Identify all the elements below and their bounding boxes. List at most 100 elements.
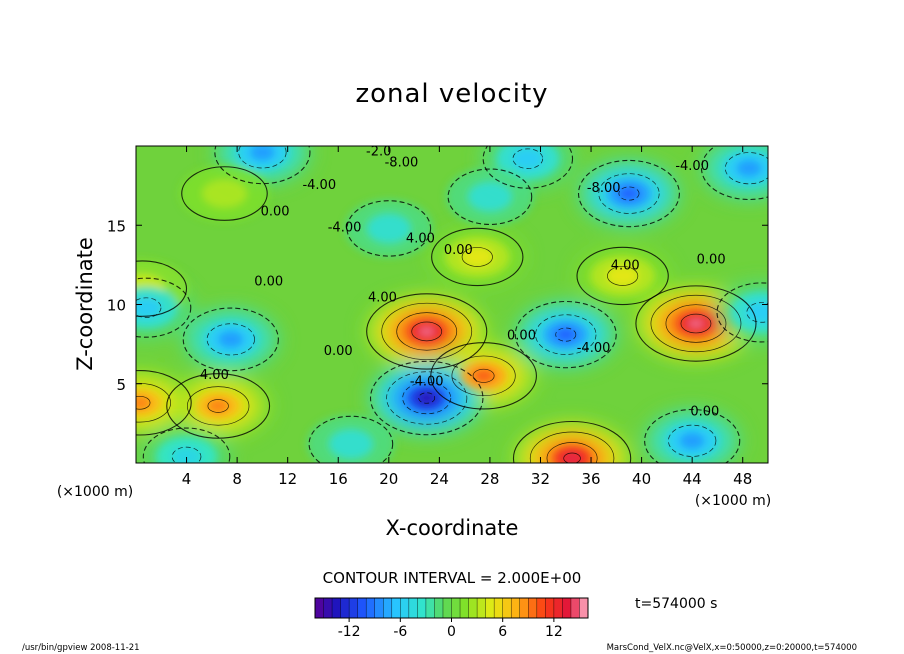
x-tick-label: 48 <box>733 470 752 488</box>
contour-line <box>396 312 458 351</box>
contour-line <box>418 392 436 404</box>
contour-line <box>136 277 192 338</box>
colorbar-segment <box>485 598 495 618</box>
contour-label: 0.00 <box>697 252 726 267</box>
contour-label: -4.00 <box>302 178 336 193</box>
footer-right: MarsCond_VelX.nc@VelX,x=0:50000,z=0:2000… <box>607 643 857 653</box>
contour-line <box>136 395 151 410</box>
contour-line <box>308 415 394 463</box>
contour-line <box>665 304 727 343</box>
colorbar-segment <box>391 598 401 618</box>
x-axis-unit: (×1000 m) <box>695 493 771 509</box>
x-tick-label: 40 <box>632 470 651 488</box>
field-blob <box>679 432 705 450</box>
contour-line <box>716 282 768 343</box>
contour-label: 0.00 <box>254 274 283 289</box>
contour-line <box>207 399 229 413</box>
colorbar-segment <box>315 598 324 618</box>
colorbar-segment <box>562 598 572 618</box>
x-tick-label: 32 <box>531 470 550 488</box>
x-tick-label: 24 <box>430 470 449 488</box>
contour-line <box>635 285 757 362</box>
contour-line <box>451 355 516 397</box>
contour-line <box>598 173 660 214</box>
contour-line <box>529 431 615 463</box>
x-axis-label: X-coordinate <box>386 516 519 540</box>
field-blob <box>218 331 244 348</box>
contour-line <box>411 321 443 342</box>
contour-line <box>182 307 279 372</box>
contour-line <box>430 342 537 410</box>
colorbar-segment <box>553 598 563 618</box>
contour-line <box>238 146 287 169</box>
contour-line <box>512 420 632 463</box>
contour-line <box>171 446 202 463</box>
contour-line <box>668 424 717 457</box>
y-tick-label: 5 <box>116 376 126 394</box>
contour-labels: -2.0-8.00-4.00 -8.00-4.000.00-4.004.000.0… <box>200 145 726 419</box>
contour-label: 0.00 <box>261 205 290 220</box>
contour-line <box>206 323 255 356</box>
contour-label: -2.0 <box>366 145 391 160</box>
colorbar-segment <box>511 598 521 618</box>
contour-label: -4.00 <box>675 159 709 174</box>
x-tick-label: 8 <box>232 470 242 488</box>
colorbar-tick-label: -6 <box>393 624 407 640</box>
contour-line <box>386 371 468 425</box>
contour-line <box>136 297 162 318</box>
field-blob <box>418 392 436 404</box>
velocity-cores <box>136 146 768 463</box>
contour-line <box>607 266 639 286</box>
colorbar-segment <box>468 598 478 618</box>
contour-line <box>369 360 484 436</box>
contour-line <box>618 186 640 201</box>
contour-line <box>512 148 544 169</box>
field-blob <box>207 399 229 413</box>
contour-line <box>746 302 768 323</box>
contour-label: -4.00 <box>410 374 444 389</box>
contour-line <box>576 246 669 306</box>
colorbar-segment <box>545 598 555 618</box>
colorbar-segment <box>340 598 350 618</box>
field-blob <box>606 265 639 287</box>
contour-line <box>650 294 742 353</box>
colorbar-segment <box>477 598 487 618</box>
field-blob <box>746 302 768 323</box>
field-blob <box>461 246 494 267</box>
x-tick-label: 4 <box>182 470 192 488</box>
field-blob <box>688 318 704 329</box>
contour-line <box>381 302 473 361</box>
colorbar-segment <box>536 598 546 618</box>
colorbar-segment <box>460 598 469 618</box>
colorbar-segment <box>408 598 418 618</box>
contour-line <box>186 386 250 426</box>
field-blob <box>467 182 512 212</box>
field-blob <box>512 148 544 170</box>
colorbar-tick-label: 6 <box>498 624 507 640</box>
colorbar-tick-label: -12 <box>338 624 361 640</box>
contour-label: 0.00 <box>444 243 473 258</box>
y-axis-ticks: 5 10 15 <box>107 217 768 394</box>
colorbar-segment <box>383 598 393 618</box>
contour-line <box>136 370 192 436</box>
colorbar-segment <box>349 598 359 618</box>
colorbar-segment <box>332 598 341 618</box>
colorbar-segment <box>374 598 384 618</box>
contour-line <box>346 200 432 257</box>
field-blob <box>136 297 162 319</box>
colorbar-segment <box>357 598 367 618</box>
field-blob <box>171 446 202 463</box>
colorbar-segment <box>425 598 435 618</box>
chart-title: zonal velocity <box>355 79 548 109</box>
field-blob <box>555 327 577 342</box>
contour-label: -4.00 <box>328 221 362 236</box>
colorbar-segment <box>442 598 452 618</box>
contour-line <box>577 159 680 228</box>
contour-label: -4.00 <box>577 341 611 356</box>
field-blob <box>366 213 411 244</box>
contour-line <box>431 227 524 287</box>
field-blob <box>249 146 275 161</box>
colorbar-segment <box>579 598 589 618</box>
contour-line <box>447 168 533 225</box>
field-blob <box>472 368 495 383</box>
